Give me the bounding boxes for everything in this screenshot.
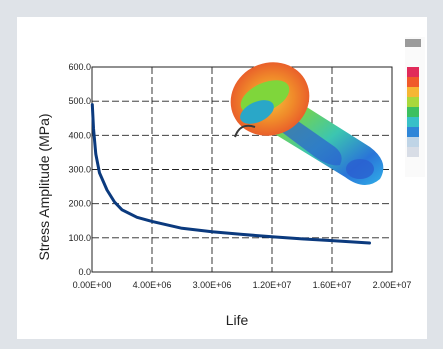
y-tick-label: 400.0 — [68, 130, 91, 140]
x-tick-label: 4.00E+06 — [133, 280, 172, 290]
x-tick-label: 3.00E+06 — [193, 280, 232, 290]
y-tick-label: 500.0 — [68, 96, 91, 106]
x-axis-label: Life — [226, 312, 249, 328]
y-axis-label: Stress Amplitude (MPa) — [36, 113, 52, 260]
fea-stress-contour-image — [230, 37, 425, 186]
y-tick-label: 0.0 — [78, 267, 91, 277]
x-tick-label: 1.60E+07 — [313, 280, 352, 290]
y-tick-label: 300.0 — [68, 165, 91, 175]
tick-labels: 0.0 100.0 200.0 300.0 400.0 500.0 600.0 0.00E+0… — [68, 62, 411, 290]
x-tick-label: 0.00E+00 — [73, 280, 112, 290]
x-tick-label: 2.00E+07 — [373, 280, 412, 290]
y-tick-label: 200.0 — [68, 199, 91, 209]
series-line — [90, 103, 371, 245]
chart-panel: 0.0 100.0 200.0 300.0 400.0 500.0 600.0 0.00E+0… — [17, 17, 427, 339]
curve-layer — [90, 103, 371, 245]
x-tick-label: 1.20E+07 — [253, 280, 292, 290]
y-tick-label: 100.0 — [68, 233, 91, 243]
y-tick-label: 600.0 — [68, 62, 91, 72]
